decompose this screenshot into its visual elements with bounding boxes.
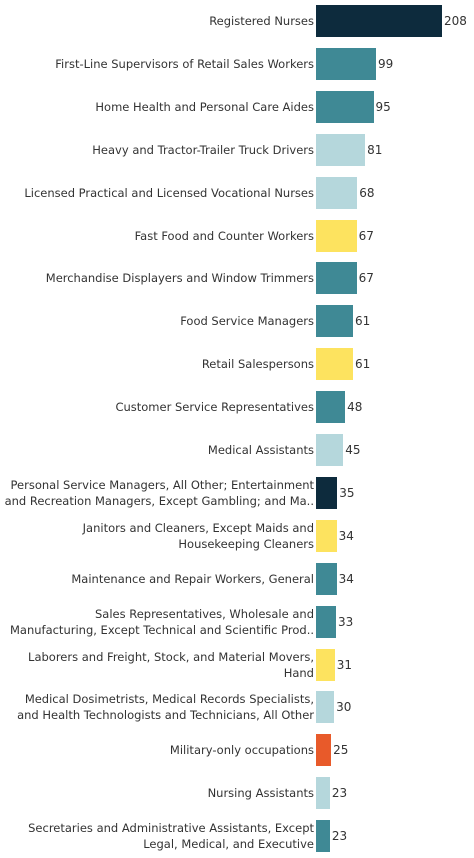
bar — [316, 219, 357, 252]
bar — [316, 90, 374, 123]
category-label: Medical Dosimetrists, Medical Records Sp… — [17, 692, 314, 723]
value-label: 34 — [338, 528, 354, 543]
category-label: Maintenance and Repair Workers, General — [71, 571, 314, 586]
bar — [316, 262, 357, 295]
bar — [316, 176, 358, 209]
category-label: First-Line Supervisors of Retail Sales W… — [55, 56, 314, 71]
value-label: 48 — [347, 400, 363, 415]
value-label: 35 — [339, 485, 355, 500]
category-label: Fast Food and Counter Workers — [134, 228, 314, 243]
value-label: 61 — [354, 357, 371, 372]
category-label: Registered Nurses — [209, 14, 314, 28]
bar — [316, 820, 330, 853]
category-label: Merchandise Displayers and Window Trimme… — [45, 271, 314, 286]
bar — [316, 133, 366, 166]
category-label: Licensed Practical and Licensed Vocation… — [24, 185, 314, 200]
bar — [316, 348, 353, 381]
category-label: Secretaries and Administrative Assistant… — [28, 821, 314, 852]
bar — [316, 47, 376, 80]
value-label: 30 — [336, 700, 352, 715]
value-label: 23 — [331, 786, 348, 801]
category-label: Personal Service Managers, All Other; En… — [4, 477, 314, 508]
category-label: Military-only occupations — [169, 743, 314, 758]
bar — [316, 391, 346, 424]
value-label: 68 — [359, 185, 375, 200]
bar — [316, 5, 442, 37]
value-label: 34 — [338, 571, 354, 586]
category-label: Customer Service Representatives — [115, 400, 314, 415]
value-label: 45 — [345, 443, 361, 457]
category-label: Retail Salespersons — [201, 357, 314, 372]
bar — [316, 734, 332, 767]
value-label: 99 — [377, 56, 394, 71]
value-label: 95 — [375, 99, 391, 114]
category-label: Food Service Managers — [180, 314, 314, 329]
category-label: Home Health and Personal Care Aides — [95, 99, 314, 114]
value-label: 67 — [358, 271, 374, 286]
value-label: 23 — [331, 829, 348, 844]
category-label: Medical Assistants — [207, 443, 314, 457]
value-label: 33 — [337, 614, 354, 629]
bar — [316, 305, 353, 338]
bar — [316, 777, 330, 810]
bar — [316, 434, 344, 466]
value-label: 31 — [336, 657, 353, 672]
value-label: 67 — [358, 228, 374, 243]
bar — [316, 648, 335, 681]
value-label: 25 — [333, 743, 349, 758]
bar — [316, 476, 338, 509]
bar — [316, 519, 337, 552]
bar — [316, 562, 337, 595]
bar — [316, 605, 336, 638]
value-label: 208 — [444, 14, 467, 28]
bar — [316, 691, 335, 724]
category-label: Janitors and Cleaners, Except Maids and … — [82, 520, 314, 551]
category-label: Nursing Assistants — [207, 786, 314, 801]
category-label: Laborers and Freight, Stock, and Materia… — [28, 649, 314, 680]
value-label: 61 — [354, 314, 371, 329]
category-label: Sales Representatives, Wholesale and Man… — [9, 606, 314, 637]
category-label: Heavy and Tractor-Trailer Truck Drivers — [92, 142, 314, 157]
value-label: 81 — [367, 142, 383, 157]
